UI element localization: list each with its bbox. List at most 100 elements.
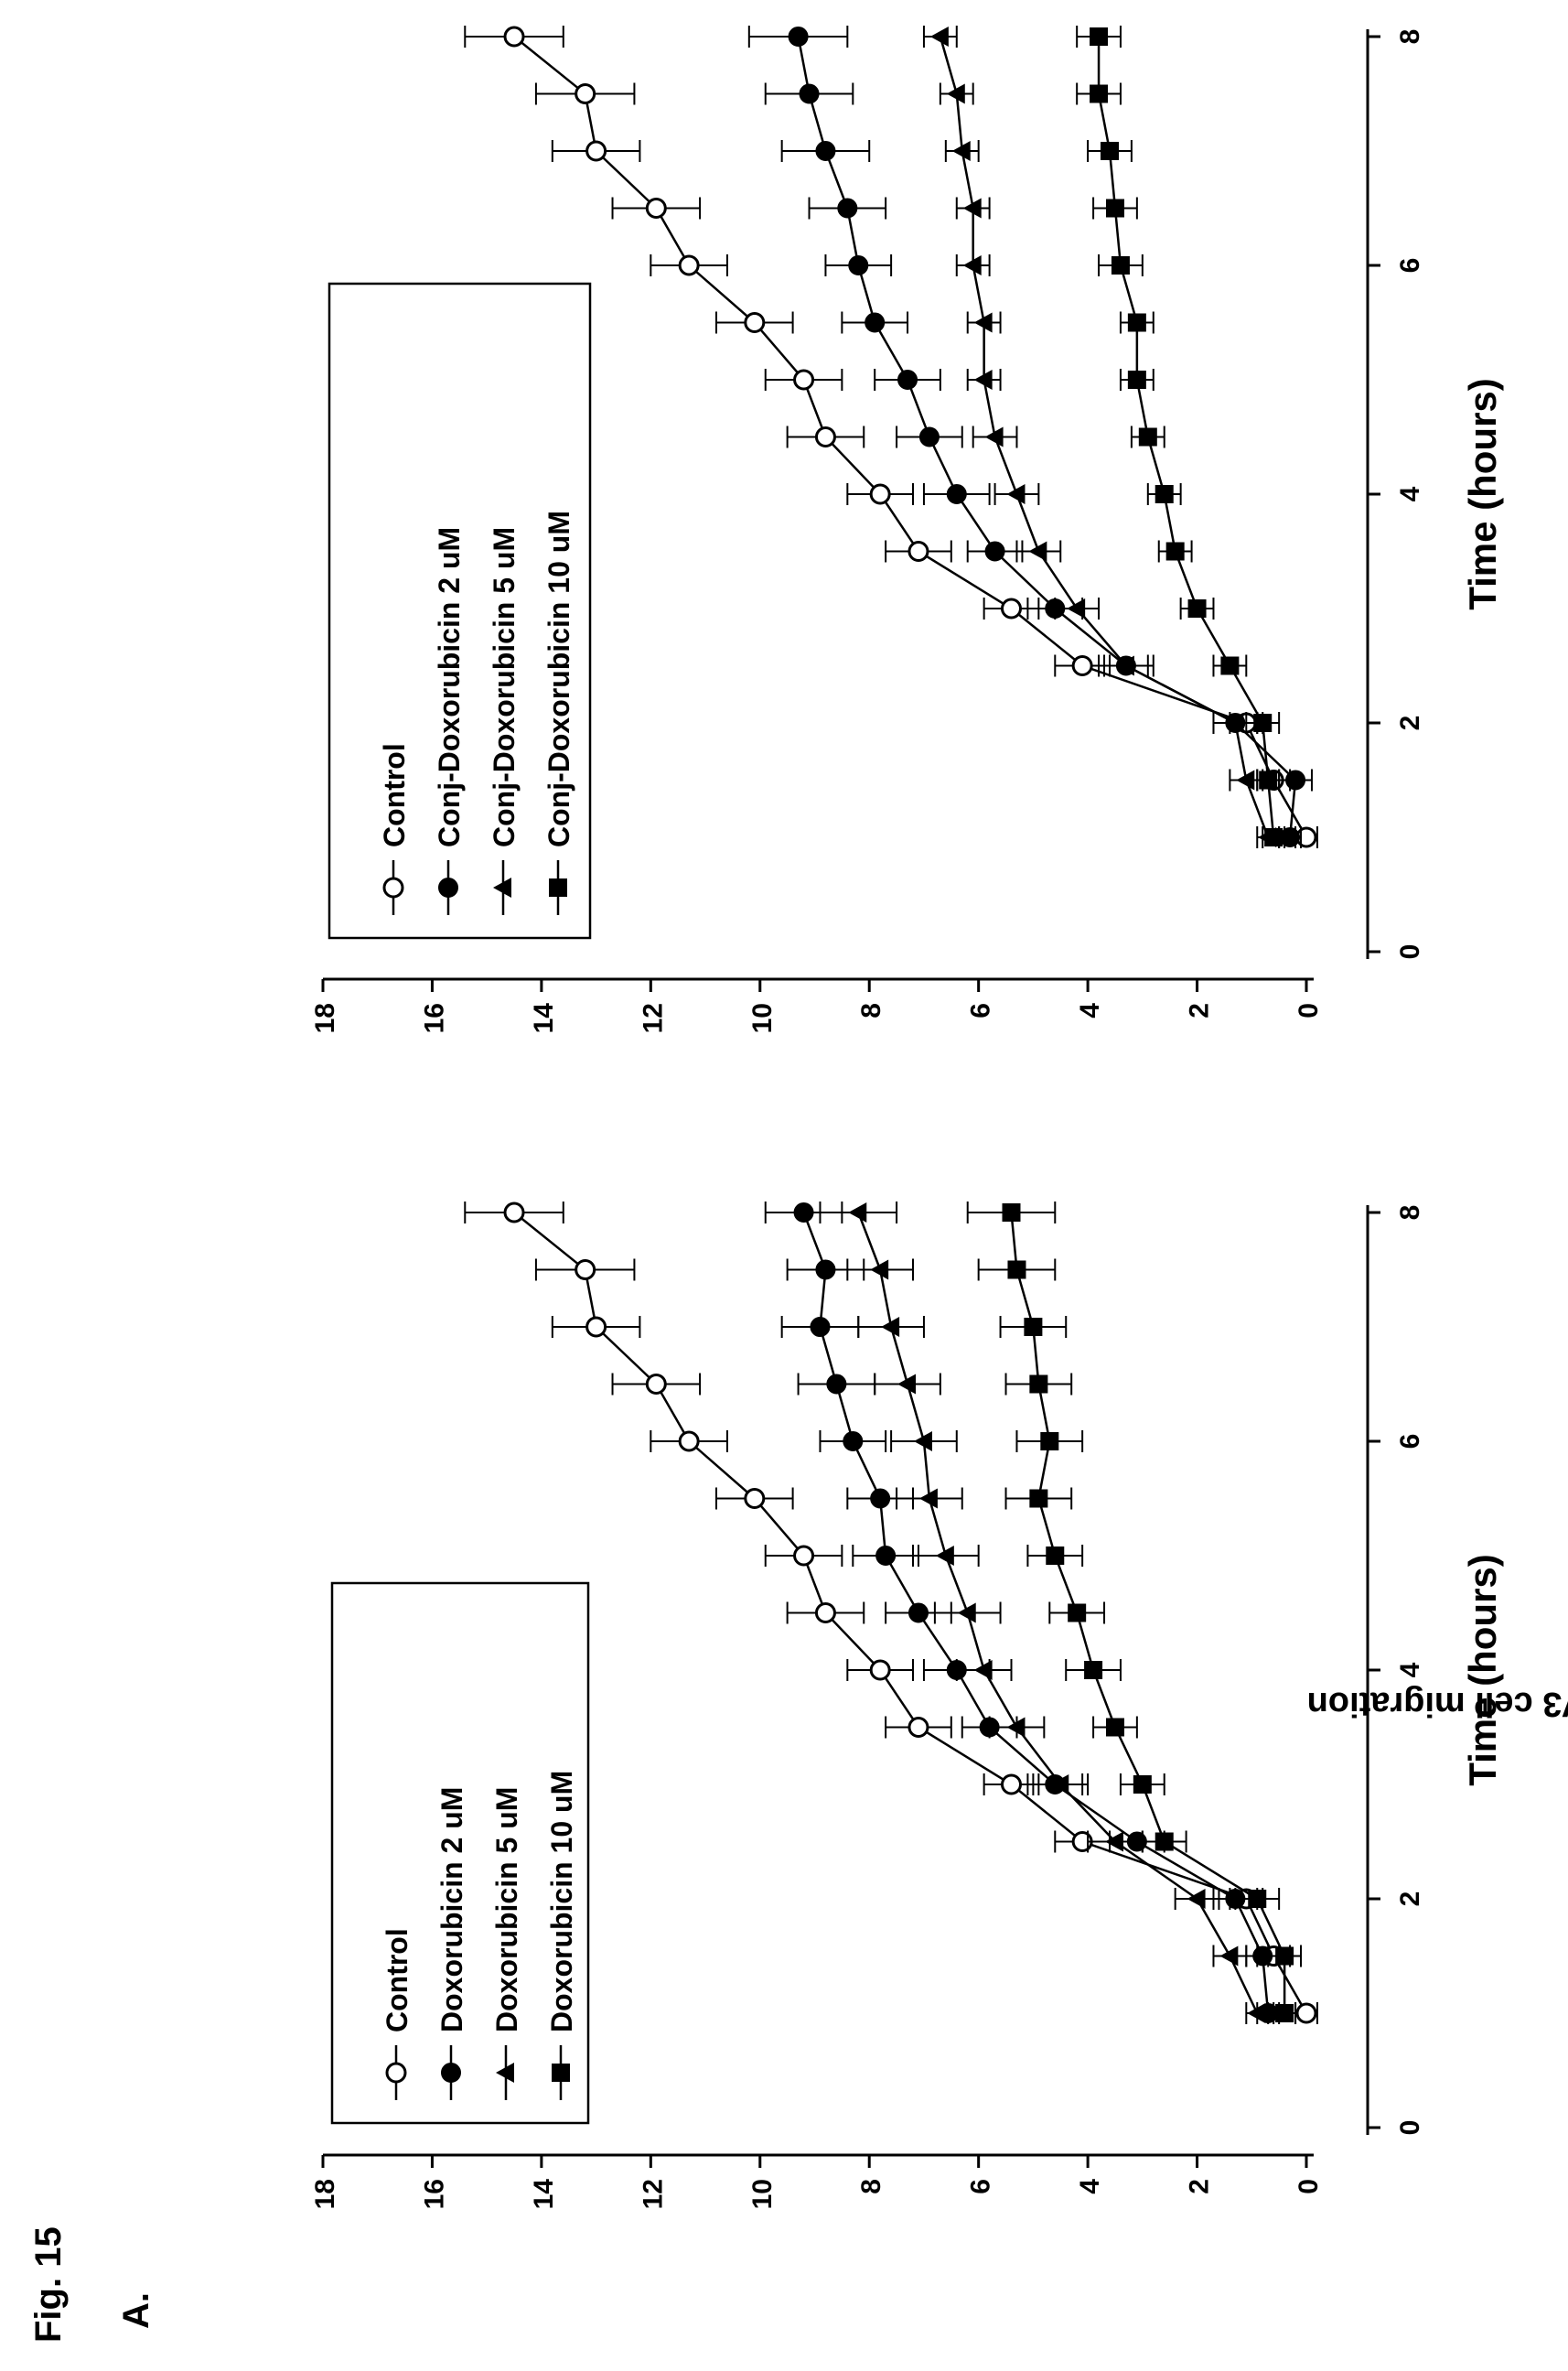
marker-circle-filled (870, 1488, 891, 1509)
y-tick-label-group: 4 (1075, 1003, 1105, 1018)
marker-triangle-filled (1067, 598, 1086, 619)
x-tick-label-group: 6 (1395, 258, 1425, 274)
marker-circle-open (645, 198, 667, 219)
y-tick-label-group: 14 (529, 2179, 559, 2210)
marker-circle-open (585, 140, 607, 162)
marker-circle-filled (984, 541, 1005, 562)
x-tick-label: 0 (1395, 944, 1425, 960)
y-tick-label: 14 (529, 2179, 559, 2210)
legend-label: Doxorubicin 2 uM (435, 1787, 468, 2032)
marker-circle-filled (799, 83, 820, 104)
marker-triangle-filled (1006, 1717, 1026, 1738)
y-tick-label: 16 (419, 2179, 449, 2209)
legend-item-2: Conj-Doxorubicin 5 uM (488, 527, 521, 915)
marker-circle-open (503, 1202, 525, 1223)
marker-square-filled (552, 2064, 570, 2082)
marker-square-filled (1165, 542, 1185, 561)
y-tick-label: 12 (638, 1003, 668, 1033)
marker-square-filled (1105, 1718, 1124, 1737)
x-tick-label: 6 (1395, 1434, 1425, 1450)
y-tick-label: 18 (310, 1003, 340, 1033)
legend-label: Conj-Doxorubicin 2 uM (433, 527, 466, 847)
legend-label-group: Doxorubicin 2 uM (435, 1787, 468, 2032)
x-tick-label-group: 4 (1395, 486, 1425, 501)
y-tick-label-group: 12 (638, 2179, 668, 2209)
series-2 (819, 1202, 1270, 2024)
marker-circle-filled (843, 1431, 864, 1451)
y-tick-label: 2 (1185, 2179, 1215, 2194)
marker-square-filled (1024, 1318, 1043, 1336)
marker-square-filled (1220, 656, 1240, 675)
y-tick-label-group: 12 (638, 1003, 668, 1033)
marker-square-filled (1101, 142, 1119, 160)
y-tick-label: 4 (1075, 2179, 1105, 2194)
series-3 (966, 1202, 1303, 2024)
y-tick-label: 14 (529, 1003, 559, 1034)
marker-circle-open (744, 312, 766, 333)
marker-triangle-filled (913, 1431, 932, 1451)
marker-circle-filled (441, 2063, 461, 2083)
marker-square-filled (1111, 256, 1130, 275)
legend-item-3: Conj-Doxorubicin 10 uM (542, 511, 575, 915)
marker-circle-open (385, 2062, 407, 2084)
y-tick-label: 8 (856, 1003, 886, 1018)
marker-triangle-filled (951, 141, 971, 161)
marker-triangle-filled (973, 312, 993, 333)
x-tick-label-group: 0 (1395, 944, 1425, 960)
marker-circle-filled (793, 1202, 814, 1223)
x-tick-label-group: 2 (1395, 1891, 1425, 1907)
marker-circle-open (503, 26, 525, 48)
x-tick-label-group: 2 (1395, 716, 1425, 731)
marker-triangle-filled (984, 426, 1004, 447)
marker-circle-open (908, 1717, 929, 1738)
marker-circle-open (678, 254, 700, 276)
marker-circle-filled (918, 426, 940, 447)
marker-triangle-filled (848, 1202, 867, 1223)
y-tick-label: 0 (1294, 2179, 1324, 2194)
marker-triangle-filled (973, 370, 993, 390)
marker-circle-filled (865, 312, 886, 333)
marker-circle-filled (826, 1374, 847, 1395)
y-tick-label-group: 0 (1294, 2179, 1324, 2194)
marker-triangle-filled (870, 1259, 889, 1280)
marker-square-filled (1259, 771, 1278, 790)
figure-label-group: Fig. 15 (28, 2226, 69, 2343)
x-tick-label: 4 (1395, 1662, 1425, 1677)
marker-triangle-filled (493, 878, 511, 898)
legend-label-group: Control (378, 743, 411, 847)
marker-circle-filled (815, 141, 836, 161)
chart-conj-doxorubicin: 0 2 4 6 8 10 12 14 16 18 0 2 4 6 8 Time (hours) Control C… (310, 26, 1504, 1033)
y-tick-label-group: 10 (747, 1003, 778, 1033)
y-tick-label: 18 (310, 2179, 340, 2209)
y-tick-label: 8 (856, 2179, 886, 2194)
marker-circle-filled (1285, 770, 1306, 791)
y-tick-label-group: 18 (310, 1003, 340, 1033)
marker-square-filled (1007, 1260, 1026, 1279)
marker-triangle-filled (897, 1374, 917, 1395)
marker-circle-open (575, 1259, 596, 1280)
marker-square-filled (1275, 1946, 1294, 1966)
marker-circle-open (793, 1545, 815, 1567)
y-tick-label: 4 (1075, 1003, 1105, 1018)
legend-label: Conj-Doxorubicin 5 uM (488, 527, 521, 847)
marker-triangle-filled (918, 1488, 938, 1509)
marker-circle-open (744, 1488, 766, 1509)
marker-square-filled (1084, 1661, 1103, 1679)
marker-triangle-filled (957, 1602, 976, 1623)
legend-label: Control (378, 743, 411, 847)
x-tick-label-group: 0 (1395, 2120, 1425, 2136)
marker-square-filled (1253, 714, 1273, 732)
marker-circle-filled (875, 1546, 897, 1566)
y-tick-label-group: 6 (966, 2179, 996, 2194)
legend-label-group: Conj-Doxorubicin 2 uM (433, 527, 466, 847)
marker-circle-open (585, 1316, 607, 1338)
x-tick-label: 0 (1395, 2120, 1425, 2136)
marker-circle-open (814, 426, 836, 447)
panel-label: A. (116, 2292, 156, 2329)
legend-item-1: Conj-Doxorubicin 2 uM (433, 527, 466, 915)
x-axis-label-group: Time (hours) (1461, 378, 1504, 610)
legend-box (328, 282, 592, 940)
x-tick-label: 2 (1395, 1891, 1425, 1907)
y-tick-label: 2 (1185, 1003, 1215, 1018)
